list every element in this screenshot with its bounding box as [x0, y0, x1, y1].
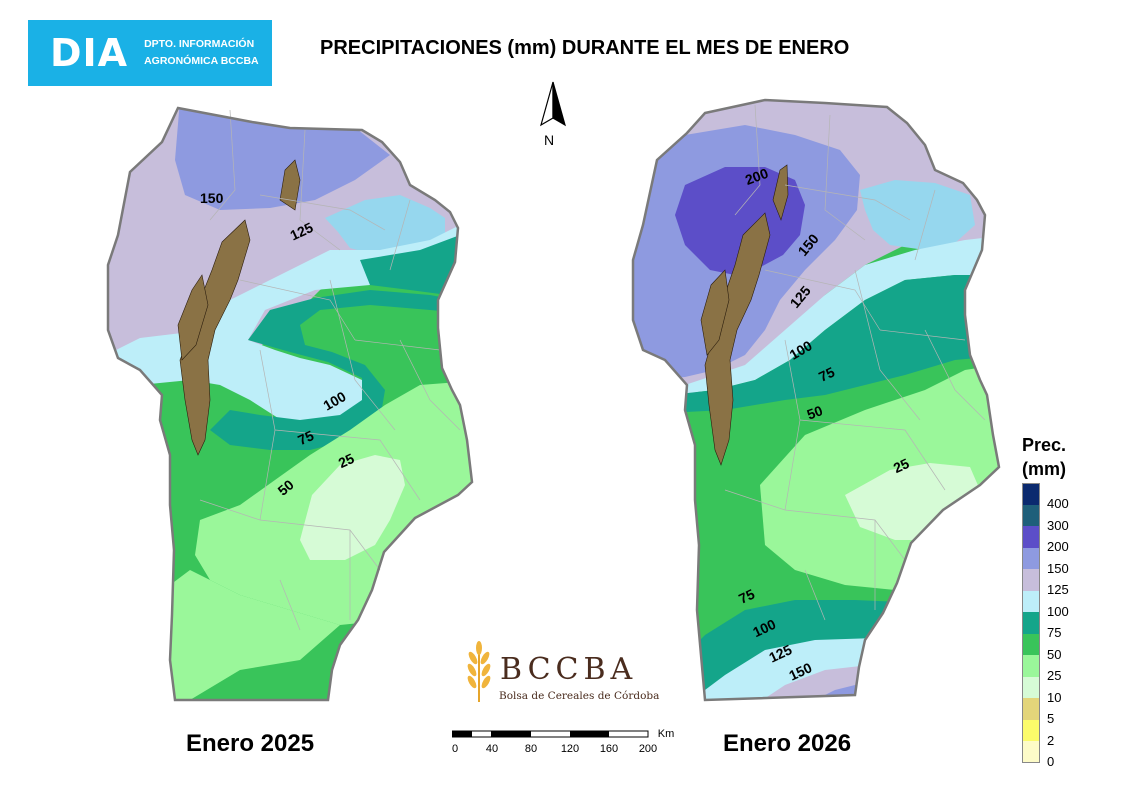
- legend-label: 0: [1047, 754, 1055, 770]
- logo-subtitle: DPTO. INFORMACIÓN AGRONÓMICA BCCBA: [144, 36, 259, 70]
- brand-subtitle: Bolsa de Cereales de Córdoba: [499, 690, 660, 702]
- legend-swatch: [1022, 547, 1040, 569]
- logo-main-text: DIA: [50, 31, 129, 75]
- legend-swatch: [1022, 612, 1040, 634]
- isoline-label: 50: [805, 402, 825, 422]
- legend-item: 150: [1022, 547, 1069, 576]
- scale-tick: 40: [486, 743, 498, 755]
- legend-swatch: [1022, 655, 1040, 677]
- legend-label: 10: [1047, 689, 1062, 705]
- north-arrow-icon: [540, 81, 566, 127]
- legend-item: 200: [1022, 526, 1069, 554]
- legend-item: 5: [1022, 698, 1069, 726]
- legend-item: 0: [1022, 741, 1069, 769]
- map-enero-2025: 150 125 100 75 50 25: [106, 106, 474, 702]
- brand-name: BCCBA: [500, 652, 638, 687]
- legend-item: 25: [1022, 655, 1069, 683]
- legend-label: 125: [1047, 582, 1069, 598]
- map-enero-2026: 200 150 125 100 75 50 25 75 100 125 150: [631, 98, 1001, 702]
- scale-unit: Km: [658, 728, 675, 740]
- legend-title-line-2: (mm): [1022, 459, 1066, 479]
- logo-line-2: AGRONÓMICA BCCBA: [144, 55, 259, 67]
- map-label-2025: Enero 2025: [186, 730, 315, 757]
- wheat-icon: [467, 641, 491, 702]
- legend-rows: 400 300 200 150 125 100 75 50 25 10 5 2 0: [1022, 483, 1069, 769]
- isoline-label: 75: [295, 427, 316, 448]
- legend-label: 5: [1047, 711, 1055, 727]
- legend-swatch: [1022, 569, 1040, 591]
- legend-item: 125: [1022, 569, 1069, 597]
- isoline-label: 75: [816, 364, 837, 385]
- dia-logo: DIA DPTO. INFORMACIÓN AGRONÓMICA BCCBA: [28, 20, 272, 86]
- scale-tick: 200: [639, 743, 657, 755]
- legend-label: 2: [1047, 732, 1055, 748]
- scale-tick: 160: [600, 743, 618, 755]
- legend-swatch: [1022, 504, 1040, 526]
- page-title: PRECIPITACIONES (mm) DURANTE EL MES DE E…: [320, 37, 850, 59]
- legend-swatch: [1022, 676, 1040, 698]
- legend-swatch: [1022, 741, 1040, 763]
- north-label: N: [544, 132, 555, 148]
- isoline-label: 25: [336, 450, 357, 471]
- scale-tick: 0: [452, 743, 458, 755]
- logo-line-1: DPTO. INFORMACIÓN: [144, 38, 255, 50]
- isoline-label: 200: [743, 165, 771, 188]
- legend-item: 75: [1022, 612, 1069, 640]
- legend-swatch: [1022, 526, 1040, 548]
- legend-swatch: [1022, 719, 1040, 741]
- scale-tick: 80: [525, 743, 537, 755]
- legend-item: 300: [1022, 504, 1069, 533]
- legend-item: 2: [1022, 719, 1069, 748]
- legend-item: 10: [1022, 676, 1069, 705]
- legend-label: 75: [1047, 625, 1062, 641]
- legend-label: 100: [1047, 603, 1069, 619]
- legend-swatch: [1022, 483, 1040, 505]
- legend-item: 50: [1022, 633, 1069, 662]
- legend-item: 400: [1022, 483, 1069, 511]
- legend-title-line-1: Prec.: [1022, 435, 1067, 455]
- legend-label: 150: [1047, 560, 1069, 576]
- isoline-label: 75: [736, 586, 757, 607]
- legend-title: Prec. (mm): [1022, 433, 1069, 481]
- legend-swatch: [1022, 633, 1040, 655]
- legend-label: 200: [1047, 539, 1069, 555]
- legend: Prec. (mm) 400 300 200 150 125 100 75 50 25 10 5 2 0: [1022, 433, 1069, 769]
- legend-label: 25: [1047, 668, 1062, 684]
- legend-label: 50: [1047, 646, 1062, 662]
- legend-swatch: [1022, 590, 1040, 612]
- isoline-label: 150: [200, 190, 224, 206]
- scale-bar: 0 40 80 120 160 200 Km: [452, 728, 675, 755]
- legend-swatch: [1022, 698, 1040, 720]
- legend-label: 300: [1047, 517, 1069, 533]
- legend-item: 100: [1022, 590, 1069, 619]
- legend-label: 400: [1047, 496, 1069, 512]
- scale-tick: 120: [561, 743, 579, 755]
- isoline-label: 25: [891, 455, 912, 476]
- map-label-2026: Enero 2026: [723, 730, 852, 757]
